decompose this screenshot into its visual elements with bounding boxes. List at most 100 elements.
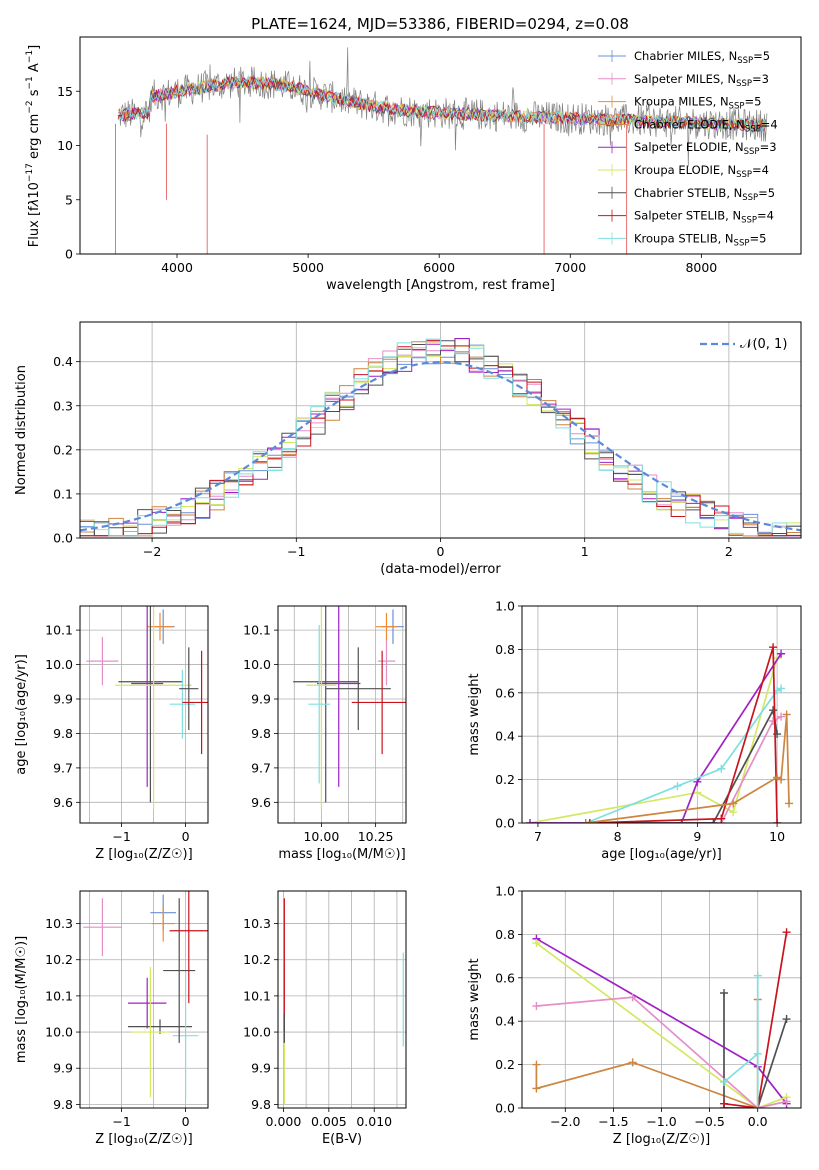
mass-weight-line xyxy=(529,657,778,823)
error-bar-point xyxy=(131,606,164,787)
residual-histogram xyxy=(80,345,801,537)
axes-frame xyxy=(521,605,802,824)
legend-label-value: =5 xyxy=(744,95,761,109)
y-tick-label: 10.0 xyxy=(45,657,73,672)
plus-marker xyxy=(777,712,786,721)
plus-marker xyxy=(628,1058,637,1067)
x-tick-label: 5000 xyxy=(292,260,324,275)
error-bar-point xyxy=(182,650,208,755)
x-tick-label: −1 xyxy=(112,1114,130,1129)
y-tick-label: 0.6 xyxy=(495,685,515,700)
plus-marker xyxy=(717,814,726,823)
y-tick-label: 0.4 xyxy=(53,354,73,369)
legend-label: Chabrier MILES, NSSP=5 xyxy=(634,49,770,66)
mass-weight-line xyxy=(589,646,778,823)
x-axis-label: wavelength [Angstrom, rest frame] xyxy=(326,278,555,293)
y-axis-label: mass weight xyxy=(467,958,482,1040)
x-tick-label: 6000 xyxy=(423,260,455,275)
error-bar-point xyxy=(128,977,167,1029)
y-tick-label: 10.3 xyxy=(45,916,73,931)
y-tick-label: 10.0 xyxy=(243,657,271,672)
y-tick-label: 0.8 xyxy=(495,642,515,657)
error-bar-point xyxy=(308,624,331,784)
x-tick-label: 9 xyxy=(693,829,701,844)
error-bar-point xyxy=(118,606,183,803)
x-tick-label: 8 xyxy=(614,829,622,844)
model-spectrum xyxy=(117,76,767,133)
plus-marker xyxy=(782,928,791,937)
plus-marker xyxy=(717,764,726,773)
error-bar-point xyxy=(147,612,173,641)
y-tick-label: 10.1 xyxy=(243,988,271,1003)
y-tick-label: 9.8 xyxy=(251,1097,271,1112)
axes-frame xyxy=(79,890,209,1109)
y-tick-label: 9.9 xyxy=(53,692,73,707)
gaussian-curve xyxy=(80,360,801,532)
legend-label-sub: SSP xyxy=(742,193,758,203)
error-bar-point xyxy=(375,612,398,641)
x-tick-label: 0.0 xyxy=(748,1114,768,1129)
mass-weight-vs-z-panel: −2.0 −1.5 −1.0 −0.5 0.0 0.0 0.2 0.4 0.6 0.8 1.0 Z [… xyxy=(467,884,802,1147)
plot-area xyxy=(283,898,404,1105)
plus-marker xyxy=(532,1084,541,1093)
x-axis-label: Z [log₁₀(Z/Z☉)] xyxy=(95,1132,192,1147)
x-tick-label: 10.25 xyxy=(358,829,394,844)
plus-marker xyxy=(532,939,541,948)
y-tick-label: 5 xyxy=(65,192,73,207)
error-bar-point xyxy=(325,647,391,730)
x-tick-label: 10 xyxy=(769,829,785,844)
y-tick-label: 0 xyxy=(65,247,73,262)
legend-label-sub: SSP xyxy=(734,238,750,248)
y-tick-label: 9.7 xyxy=(251,760,271,775)
legend-label-value: =4 xyxy=(752,163,769,177)
residuals-panel: −2 −1 0 1 2 0.0 0.1 0.2 0.3 0.4 (data-model)/error… xyxy=(14,321,802,577)
y-tick-label: 1.0 xyxy=(495,884,515,899)
y-tick-label: 10.1 xyxy=(45,988,73,1003)
legend-label-value: =3 xyxy=(752,72,769,86)
x-tick-label: 1 xyxy=(581,544,589,559)
y-tick-label: 15 xyxy=(57,84,73,99)
error-bar-point xyxy=(293,606,359,803)
error-bar-point xyxy=(306,606,337,810)
axes-frame xyxy=(79,321,802,539)
age-vs-mass-panel: 10.00 10.25 9.6 9.7 9.8 9.9 10.0 10.1 mass [log₁… xyxy=(243,605,407,862)
y-axis-label: age [log₁₀(age/yr)] xyxy=(14,654,29,775)
y-tick-label: 0.0 xyxy=(495,1101,515,1116)
mass-weight-vs-age-panel: 7 8 9 10 0.0 0.2 0.4 0.6 0.8 1.0 age [log₁₀(age/yr… xyxy=(467,599,802,862)
mass-vs-ebv-panel: 0.000 0.005 0.010 9.8 9.9 10.0 10.1 10.2 10.3 E(B… xyxy=(243,890,407,1147)
legend-label-value: =3 xyxy=(760,140,777,154)
mass-weight-line xyxy=(585,714,790,823)
y-tick-label: 0.6 xyxy=(495,970,515,985)
plot-area xyxy=(86,606,208,810)
x-tick-label: −1.5 xyxy=(598,1114,628,1129)
mass-weight-line xyxy=(723,932,788,1108)
error-bar-point xyxy=(377,637,396,686)
plus-marker xyxy=(753,1104,762,1108)
figure-title: PLATE=1624, MJD=53386, FIBERID=0294, z=0… xyxy=(251,15,629,33)
plus-marker xyxy=(532,1060,541,1069)
error-bar-point xyxy=(179,647,199,730)
error-bar-point xyxy=(169,669,196,739)
plus-marker xyxy=(532,1002,541,1011)
legend-label: Kroupa STELIB, NSSP=5 xyxy=(634,231,766,248)
legend-label: Chabrier STELIB, NSSP=5 xyxy=(634,186,775,203)
plot-area xyxy=(114,47,768,254)
plus-marker xyxy=(525,819,534,823)
x-tick-label: −2.0 xyxy=(550,1114,580,1129)
plus-marker xyxy=(585,819,594,823)
error-bar-point xyxy=(172,970,199,1101)
y-tick-label: 9.6 xyxy=(251,795,271,810)
plus-marker xyxy=(709,819,718,823)
y-tick-label: 0.2 xyxy=(495,1057,515,1072)
legend-label-sub: SSP xyxy=(741,216,757,226)
y-tick-label: 9.9 xyxy=(53,1061,73,1076)
x-tick-label: 0.005 xyxy=(311,1114,347,1129)
y-tick-label: 0.1 xyxy=(53,486,73,501)
x-tick-label: 8000 xyxy=(685,260,717,275)
x-axis-label: E(B-V) xyxy=(322,1132,362,1147)
axes-frame xyxy=(79,605,209,824)
legend-label-value: =4 xyxy=(757,209,774,223)
model-spectrum xyxy=(117,74,767,133)
y-tick-label: 0.2 xyxy=(495,772,515,787)
error-bar-point xyxy=(115,606,192,810)
